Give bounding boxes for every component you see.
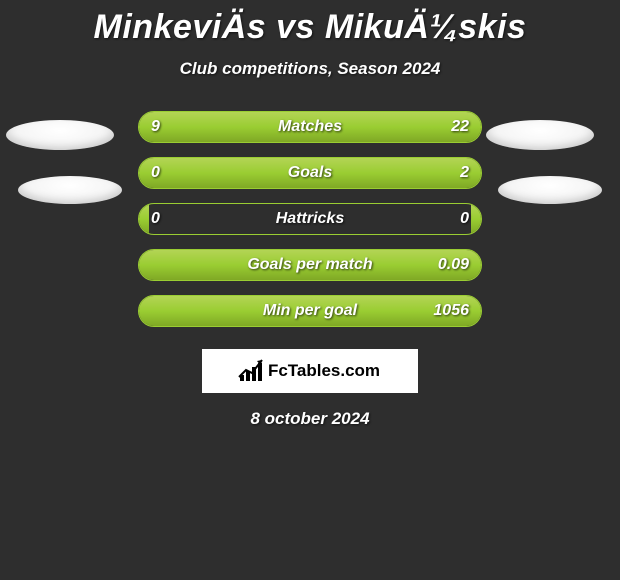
logo-bar-icon xyxy=(246,371,250,381)
bar-left-fill xyxy=(139,112,231,142)
avatar-left-secondary xyxy=(18,176,122,204)
stat-value-right: 0 xyxy=(460,210,469,228)
avatar-right-secondary xyxy=(498,176,602,204)
bar-right-fill xyxy=(231,112,481,142)
stat-row: 0 0Hattricks xyxy=(138,203,482,235)
stat-row: 02Goals xyxy=(138,157,482,189)
subtitle: Club competitions, Season 2024 xyxy=(0,59,620,79)
stat-bars: 922Matches 02Goals 0 0Hattricks 0.09Goals pe… xyxy=(138,111,482,327)
bar-right-fill xyxy=(149,296,481,326)
logo-bar-icon xyxy=(252,367,256,381)
bar-right-fill xyxy=(149,250,481,280)
bar-left-fill xyxy=(139,204,149,234)
avatar-right-primary xyxy=(486,120,594,150)
logo-text: FcTables.com xyxy=(268,361,380,381)
date-label: 8 october 2024 xyxy=(0,409,620,429)
fctables-logo: FcTables.com xyxy=(202,349,418,393)
bar-left-fill xyxy=(139,158,149,188)
bar-right-fill xyxy=(149,158,481,188)
stat-value-left: 0 xyxy=(151,210,160,228)
stat-row: 0.09Goals per match xyxy=(138,249,482,281)
bar-right-fill xyxy=(471,204,481,234)
avatar-left-primary xyxy=(6,120,114,150)
logo-bar-icon xyxy=(258,363,262,381)
comparison-content: 922Matches 02Goals 0 0Hattricks 0.09Goals pe… xyxy=(0,111,620,429)
logo-chart-icon xyxy=(240,361,262,381)
bar-left-fill xyxy=(139,296,149,326)
logo-bar-icon xyxy=(240,375,244,381)
stat-label: Hattricks xyxy=(139,210,481,228)
page-title: MinkeviÄs vs MikuÄ¼skis xyxy=(0,0,620,47)
stat-row: 1056Min per goal xyxy=(138,295,482,327)
stat-row: 922Matches xyxy=(138,111,482,143)
bar-left-fill xyxy=(139,250,149,280)
